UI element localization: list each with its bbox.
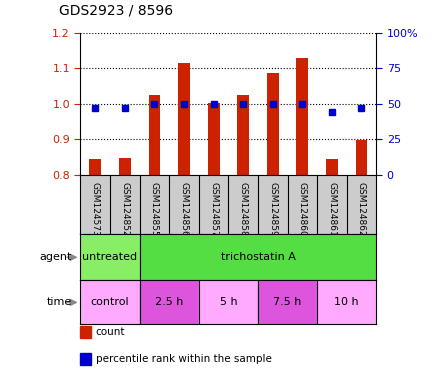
Text: GDS2923 / 8596: GDS2923 / 8596 — [59, 3, 172, 17]
Text: GSM124862: GSM124862 — [356, 182, 365, 237]
Bar — [296, 58, 308, 175]
Text: GSM124859: GSM124859 — [268, 182, 276, 237]
Text: GSM124573: GSM124573 — [91, 182, 99, 237]
Text: GSM124861: GSM124861 — [327, 182, 335, 237]
Text: GSM124852: GSM124852 — [120, 182, 129, 237]
Bar — [139, 280, 198, 324]
Text: control: control — [91, 297, 129, 308]
Text: trichostatin A: trichostatin A — [220, 252, 295, 262]
Text: time: time — [46, 297, 72, 308]
Text: GSM124858: GSM124858 — [238, 182, 247, 237]
Text: GSM124855: GSM124855 — [150, 182, 158, 237]
Bar — [80, 234, 139, 280]
Bar — [266, 73, 278, 175]
Bar — [316, 280, 375, 324]
Bar — [237, 95, 249, 175]
Bar — [325, 159, 337, 175]
Bar — [257, 280, 316, 324]
Bar — [80, 280, 139, 324]
Text: percentile rank within the sample: percentile rank within the sample — [95, 354, 271, 364]
Bar — [118, 158, 131, 175]
Text: count: count — [95, 327, 125, 337]
Bar — [178, 63, 190, 175]
Bar — [355, 140, 367, 175]
Bar — [89, 159, 101, 175]
Text: 10 h: 10 h — [334, 297, 358, 308]
Text: GSM124856: GSM124856 — [179, 182, 188, 237]
Bar — [198, 280, 257, 324]
Text: 2.5 h: 2.5 h — [155, 297, 183, 308]
Text: agent: agent — [39, 252, 72, 262]
Bar — [139, 234, 375, 280]
Text: GSM124857: GSM124857 — [209, 182, 217, 237]
Text: 5 h: 5 h — [219, 297, 237, 308]
Text: untreated: untreated — [82, 252, 137, 262]
Bar — [207, 103, 219, 175]
Bar — [148, 95, 160, 175]
Text: GSM124860: GSM124860 — [297, 182, 306, 237]
Text: 7.5 h: 7.5 h — [273, 297, 301, 308]
